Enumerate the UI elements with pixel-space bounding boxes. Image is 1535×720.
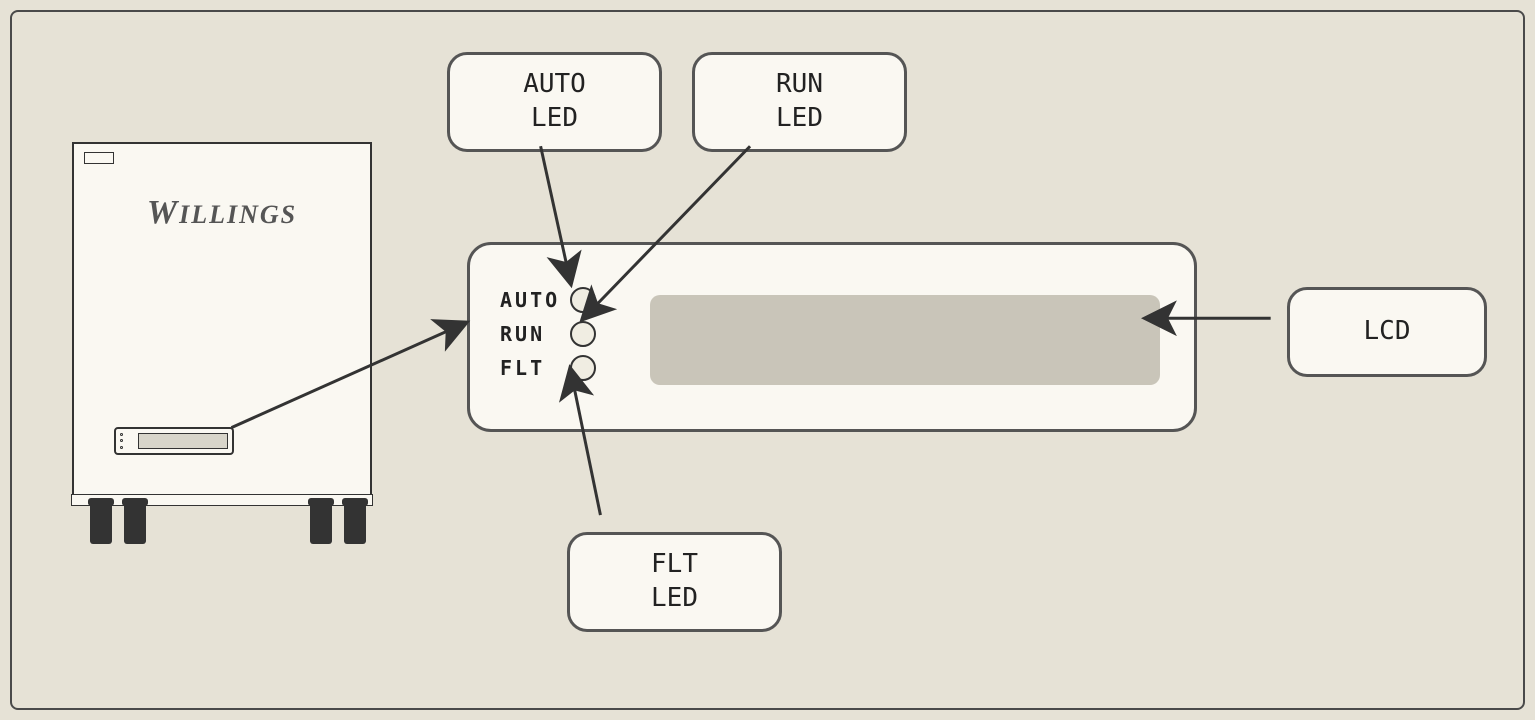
small-panel-leds bbox=[120, 431, 134, 451]
callout-flt-led: FLT LED bbox=[567, 532, 782, 632]
led-circle-run bbox=[570, 321, 596, 347]
device-top-label bbox=[84, 152, 114, 164]
device-small-panel bbox=[114, 427, 234, 455]
device-brand: WILLINGS bbox=[147, 194, 297, 232]
diagram-frame: WILLINGS AUTO RUN bbox=[10, 10, 1525, 710]
callout-lcd: LCD bbox=[1287, 287, 1487, 377]
led-row-flt: FLT bbox=[500, 355, 596, 381]
led-label-run: RUN bbox=[500, 322, 562, 346]
callout-flt-line2: LED bbox=[651, 583, 698, 613]
callout-lcd-label: LCD bbox=[1364, 315, 1411, 349]
small-panel-lcd bbox=[138, 433, 228, 449]
brand-text: ILLINGS bbox=[179, 200, 297, 229]
enlarged-display-panel: AUTO RUN FLT bbox=[467, 242, 1197, 432]
callout-auto-line2: LED bbox=[531, 103, 578, 133]
led-circle-auto bbox=[570, 287, 596, 313]
led-circle-flt bbox=[570, 355, 596, 381]
callout-auto-line1: AUTO bbox=[523, 69, 586, 99]
callout-run-line1: RUN bbox=[776, 69, 823, 99]
led-label-auto: AUTO bbox=[500, 288, 562, 312]
callout-run-line2: LED bbox=[776, 103, 823, 133]
device-body: WILLINGS bbox=[72, 142, 372, 502]
lcd-screen bbox=[650, 295, 1160, 385]
led-row-auto: AUTO bbox=[500, 287, 596, 313]
callout-run-led: RUN LED bbox=[692, 52, 907, 152]
led-row-run: RUN bbox=[500, 321, 596, 347]
led-label-flt: FLT bbox=[500, 356, 562, 380]
led-stack: AUTO RUN FLT bbox=[500, 287, 596, 381]
callout-flt-line1: FLT bbox=[651, 549, 698, 579]
inverter-device: WILLINGS bbox=[72, 142, 392, 562]
callout-auto-led: AUTO LED bbox=[447, 52, 662, 152]
device-feet bbox=[72, 502, 372, 552]
